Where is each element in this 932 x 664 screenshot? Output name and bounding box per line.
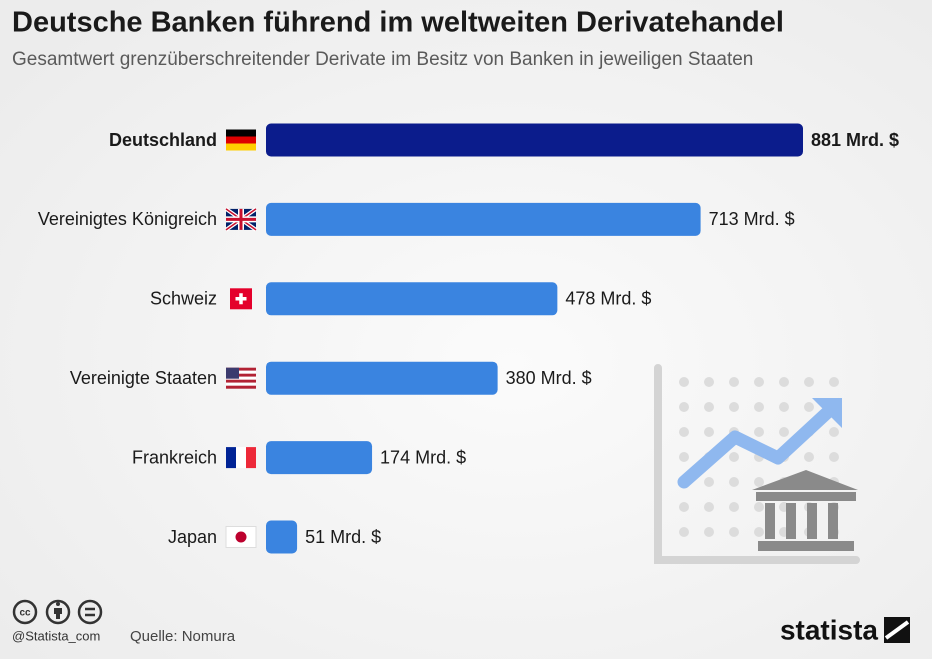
bar	[266, 441, 373, 475]
flag-part	[226, 129, 256, 137]
brand-mark	[884, 617, 910, 643]
dot	[679, 527, 689, 537]
dot	[704, 477, 714, 487]
bar	[266, 123, 803, 157]
dot	[779, 377, 789, 387]
dot	[704, 402, 714, 412]
dot	[829, 377, 839, 387]
flag-part	[226, 382, 256, 386]
flag-part	[226, 367, 239, 379]
flag-part	[236, 447, 246, 469]
category-label: Deutschland	[109, 130, 217, 150]
dot	[729, 452, 739, 462]
dot	[679, 427, 689, 437]
category-label: Japan	[168, 527, 217, 547]
category-label: Vereinigte Staaten	[70, 368, 217, 388]
category-label: Frankreich	[132, 447, 217, 467]
dot	[829, 452, 839, 462]
flag-part	[226, 376, 256, 380]
dot	[729, 402, 739, 412]
dot	[754, 502, 764, 512]
license-icons: cc	[12, 599, 103, 625]
svg-text:cc: cc	[19, 608, 31, 619]
dot	[729, 502, 739, 512]
flag	[230, 288, 252, 310]
dot	[729, 477, 739, 487]
dot	[704, 502, 714, 512]
category-label: Schweiz	[150, 289, 217, 309]
chart-subtitle: Gesamtwert grenzüberschreitender Derivat…	[12, 49, 753, 70]
value-label: 713 Mrd. $	[709, 209, 795, 229]
brand-logo: statista	[780, 614, 878, 645]
flag	[224, 207, 258, 232]
source: Quelle: Nomura	[130, 628, 236, 645]
dot	[754, 427, 764, 437]
dot	[729, 377, 739, 387]
dot	[779, 427, 789, 437]
value-label: 174 Mrd. $	[380, 447, 466, 467]
dot	[729, 527, 739, 537]
dot	[704, 377, 714, 387]
flag-part	[226, 373, 256, 377]
value-label: 380 Mrd. $	[506, 368, 592, 388]
flag-part	[226, 208, 256, 230]
dot	[754, 527, 764, 537]
dot	[804, 402, 814, 412]
dot	[804, 377, 814, 387]
flag-part	[246, 447, 256, 469]
dot	[829, 427, 839, 437]
bar	[266, 361, 498, 395]
dot	[754, 377, 764, 387]
dot	[779, 402, 789, 412]
flag-part	[226, 143, 256, 151]
flag-part	[235, 531, 247, 543]
dot	[679, 377, 689, 387]
illustration	[654, 364, 860, 564]
flag-part	[226, 447, 236, 469]
dot	[679, 502, 689, 512]
flag	[226, 367, 256, 389]
dot	[679, 452, 689, 462]
flag	[226, 129, 256, 151]
flag-part	[226, 367, 256, 371]
value-label: 51 Mrd. $	[305, 527, 381, 547]
flag-part	[226, 385, 256, 389]
flag	[226, 447, 256, 469]
dot	[704, 427, 714, 437]
dot	[704, 527, 714, 537]
dot	[754, 477, 764, 487]
dot	[804, 452, 814, 462]
value-label: 881 Mrd. $	[811, 130, 899, 150]
flag-part	[235, 293, 247, 305]
bar	[266, 520, 298, 554]
flag-part	[226, 136, 256, 144]
bar	[266, 202, 701, 236]
dot	[754, 402, 764, 412]
flag-part	[226, 379, 256, 383]
dot	[679, 402, 689, 412]
value-label: 478 Mrd. $	[565, 289, 651, 309]
chart-title: Deutsche Banken führend im weltweiten De…	[12, 7, 784, 39]
category-label: Vereinigtes Königreich	[38, 209, 217, 229]
flag	[225, 526, 257, 548]
bar	[266, 282, 558, 316]
flag-part	[226, 370, 256, 374]
handle: @Statista_com	[12, 628, 100, 643]
